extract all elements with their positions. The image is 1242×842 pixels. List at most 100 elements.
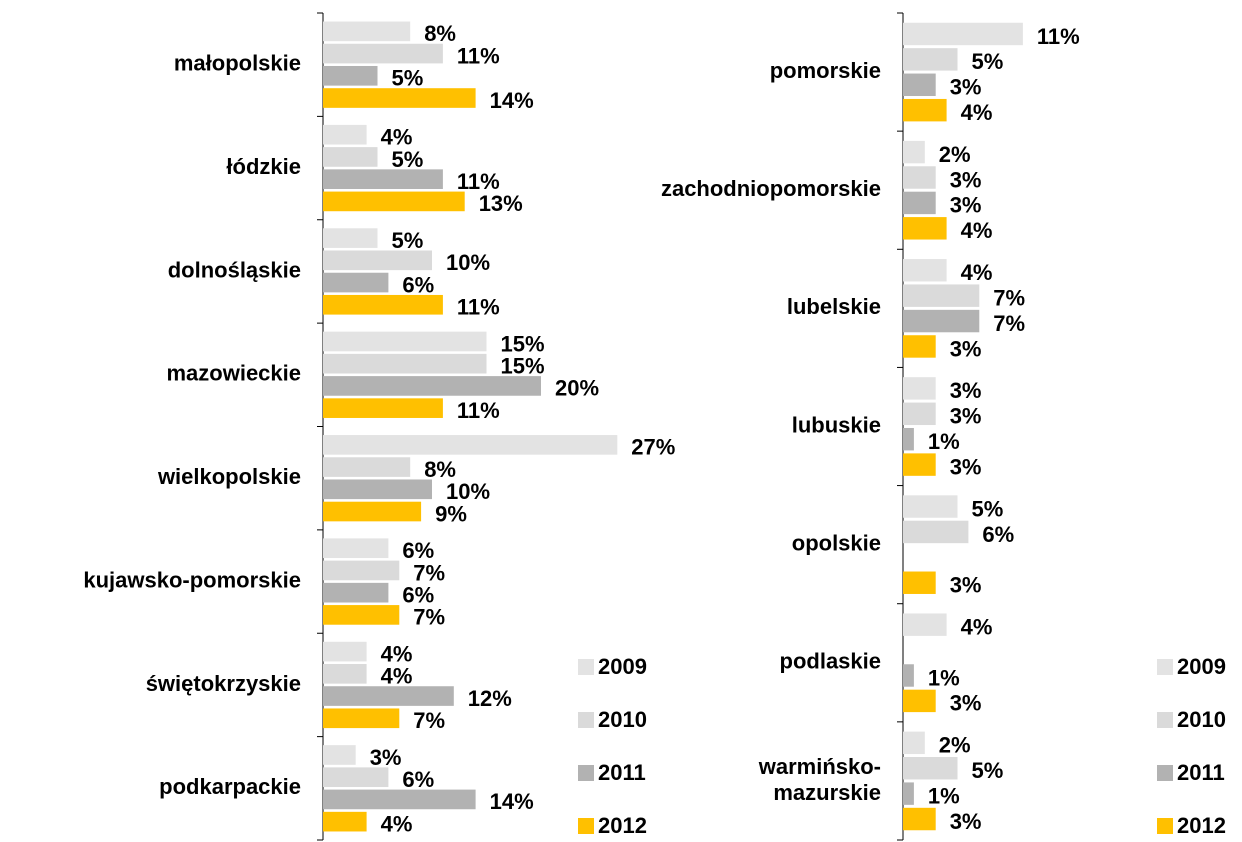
category-label: podlaskie xyxy=(780,649,881,674)
value-label: 15% xyxy=(501,331,545,356)
value-label: 3% xyxy=(950,75,982,100)
legend-label: 2012 xyxy=(598,813,647,838)
value-label: 20% xyxy=(555,376,599,401)
bar xyxy=(323,435,618,455)
value-label: 4% xyxy=(961,614,993,639)
legend-label: 2011 xyxy=(598,760,646,785)
bar xyxy=(323,457,411,477)
value-label: 6% xyxy=(982,522,1014,547)
bar xyxy=(323,789,476,810)
bar xyxy=(323,641,367,662)
bar xyxy=(903,166,936,189)
value-label: 11% xyxy=(457,398,500,423)
value-label: 8% xyxy=(424,21,456,46)
value-label: 14% xyxy=(490,789,534,814)
bar xyxy=(323,686,454,706)
bar xyxy=(903,73,936,96)
bar xyxy=(323,398,443,418)
bar xyxy=(323,88,476,108)
bar xyxy=(903,335,936,358)
value-label: 11% xyxy=(457,295,500,320)
bar xyxy=(323,479,432,500)
bar xyxy=(323,147,378,167)
category-label: podkarpackie xyxy=(159,774,301,799)
value-label: 4% xyxy=(381,664,413,689)
category-label: dolnośląskie xyxy=(168,257,301,282)
value-label: 10% xyxy=(446,250,490,275)
value-label: 4% xyxy=(381,125,413,150)
bar xyxy=(323,811,367,832)
value-label: 5% xyxy=(392,66,424,91)
value-label: 7% xyxy=(993,285,1025,310)
category-label: małopolskie xyxy=(174,51,301,76)
value-label: 3% xyxy=(950,378,982,403)
value-label: 5% xyxy=(972,758,1004,783)
bar xyxy=(903,284,980,307)
value-label: 3% xyxy=(950,454,982,479)
bar xyxy=(903,782,914,805)
value-label: 3% xyxy=(370,745,402,770)
value-label: 6% xyxy=(402,582,434,607)
value-label: 8% xyxy=(424,457,456,482)
bar xyxy=(323,538,389,559)
value-label: 3% xyxy=(950,809,982,834)
bar xyxy=(903,22,1023,46)
value-label: 4% xyxy=(381,641,413,666)
value-label: 6% xyxy=(402,767,434,792)
bar xyxy=(323,767,389,788)
bar xyxy=(323,21,411,42)
bar xyxy=(323,228,378,248)
value-label: 5% xyxy=(972,49,1004,74)
legend-label: 2009 xyxy=(1177,654,1226,679)
legend-label: 2011 xyxy=(1177,760,1225,785)
legend-swatch xyxy=(578,659,594,675)
legend-label: 2009 xyxy=(598,654,647,679)
bar xyxy=(903,520,969,544)
bar xyxy=(903,453,936,476)
bar xyxy=(903,48,958,71)
value-label: 1% xyxy=(928,429,960,454)
value-label: 3% xyxy=(950,193,982,218)
bar xyxy=(903,664,914,687)
value-label: 14% xyxy=(490,88,534,113)
bar xyxy=(903,377,936,400)
bar xyxy=(903,309,980,333)
value-label: 7% xyxy=(413,708,445,733)
value-label: 11% xyxy=(457,169,500,194)
bar xyxy=(323,605,400,625)
bar xyxy=(903,495,958,518)
bar xyxy=(903,217,947,240)
value-label: 2% xyxy=(939,733,971,758)
bar xyxy=(903,427,914,451)
bar xyxy=(323,124,367,145)
category-label: łódzkie xyxy=(226,154,301,179)
category-label: lubuskie xyxy=(792,412,881,437)
value-label: 11% xyxy=(457,43,500,68)
bar xyxy=(903,402,936,426)
value-label: 11% xyxy=(1037,24,1080,49)
value-label: 1% xyxy=(928,665,960,690)
value-label: 5% xyxy=(972,496,1004,521)
category-label: warmińsko-mazurskie xyxy=(758,754,881,805)
category-label: pomorskie xyxy=(770,58,881,83)
value-label: 12% xyxy=(468,686,512,711)
bar xyxy=(323,294,443,315)
bar xyxy=(903,689,936,713)
legend-swatch xyxy=(1157,712,1173,728)
value-label: 3% xyxy=(950,336,982,361)
value-label: 7% xyxy=(413,560,445,585)
value-label: 4% xyxy=(961,260,993,285)
bar xyxy=(903,757,958,780)
value-label: 6% xyxy=(402,538,434,563)
legend-swatch xyxy=(578,818,594,834)
legend-swatch xyxy=(578,765,594,781)
bar xyxy=(903,98,947,122)
value-label: 7% xyxy=(993,311,1025,336)
legend-swatch xyxy=(578,712,594,728)
value-label: 15% xyxy=(501,354,545,379)
bar xyxy=(323,43,443,64)
bar xyxy=(903,807,936,831)
bar xyxy=(323,501,422,522)
bar xyxy=(323,191,465,212)
